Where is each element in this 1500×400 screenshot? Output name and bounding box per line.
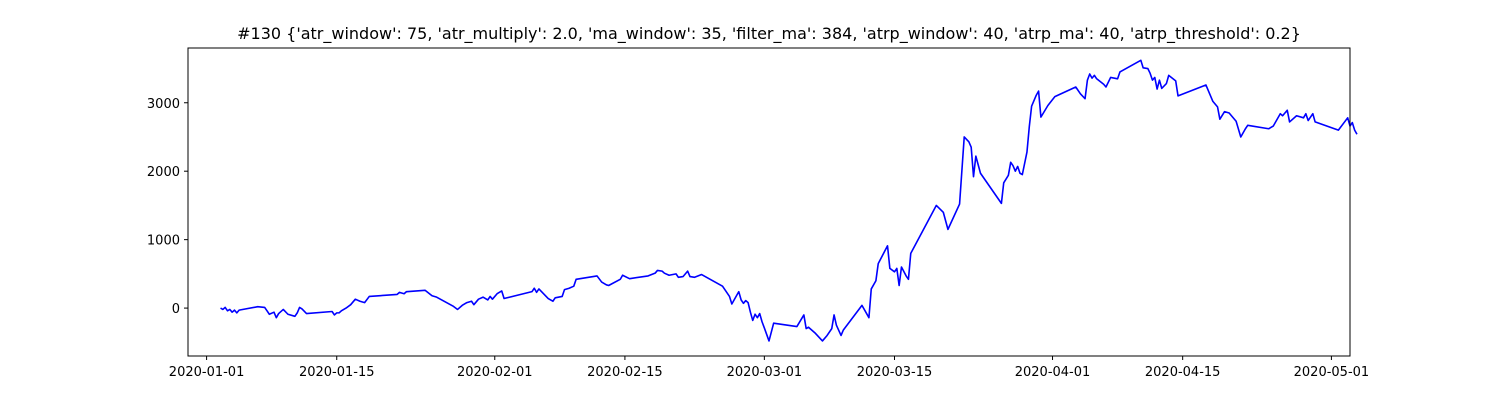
x-tick-label: 2020-03-15 [857,365,933,380]
series-line-0 [220,59,1358,342]
x-tick-label: 2020-02-15 [587,365,663,380]
x-tick-label: 2020-01-01 [169,365,245,380]
y-tick-label: 0 [172,302,180,317]
y-axis: 0 1000 2000 3000 [147,97,188,317]
x-tick-label: 2020-05-01 [1294,365,1370,380]
x-tick-label: 2020-02-01 [457,365,533,380]
x-tick-label: 2020-04-15 [1145,365,1221,380]
y-tick-label: 2000 [147,165,180,180]
y-tick-label: 3000 [147,97,180,112]
chart-title: #130 {'atr_window': 75, 'atr_multiply': … [237,24,1301,44]
x-tick-label: 2020-03-01 [727,365,803,380]
y-tick-label: 1000 [147,234,180,249]
plot-area [220,59,1358,342]
x-axis: 2020-01-01 2020-01-15 2020-02-01 2020-02-15… [169,356,1369,380]
plot-frame [187,47,1351,357]
x-tick-label: 2020-01-15 [299,365,375,380]
x-tick-label: 2020-04-01 [1015,365,1091,380]
